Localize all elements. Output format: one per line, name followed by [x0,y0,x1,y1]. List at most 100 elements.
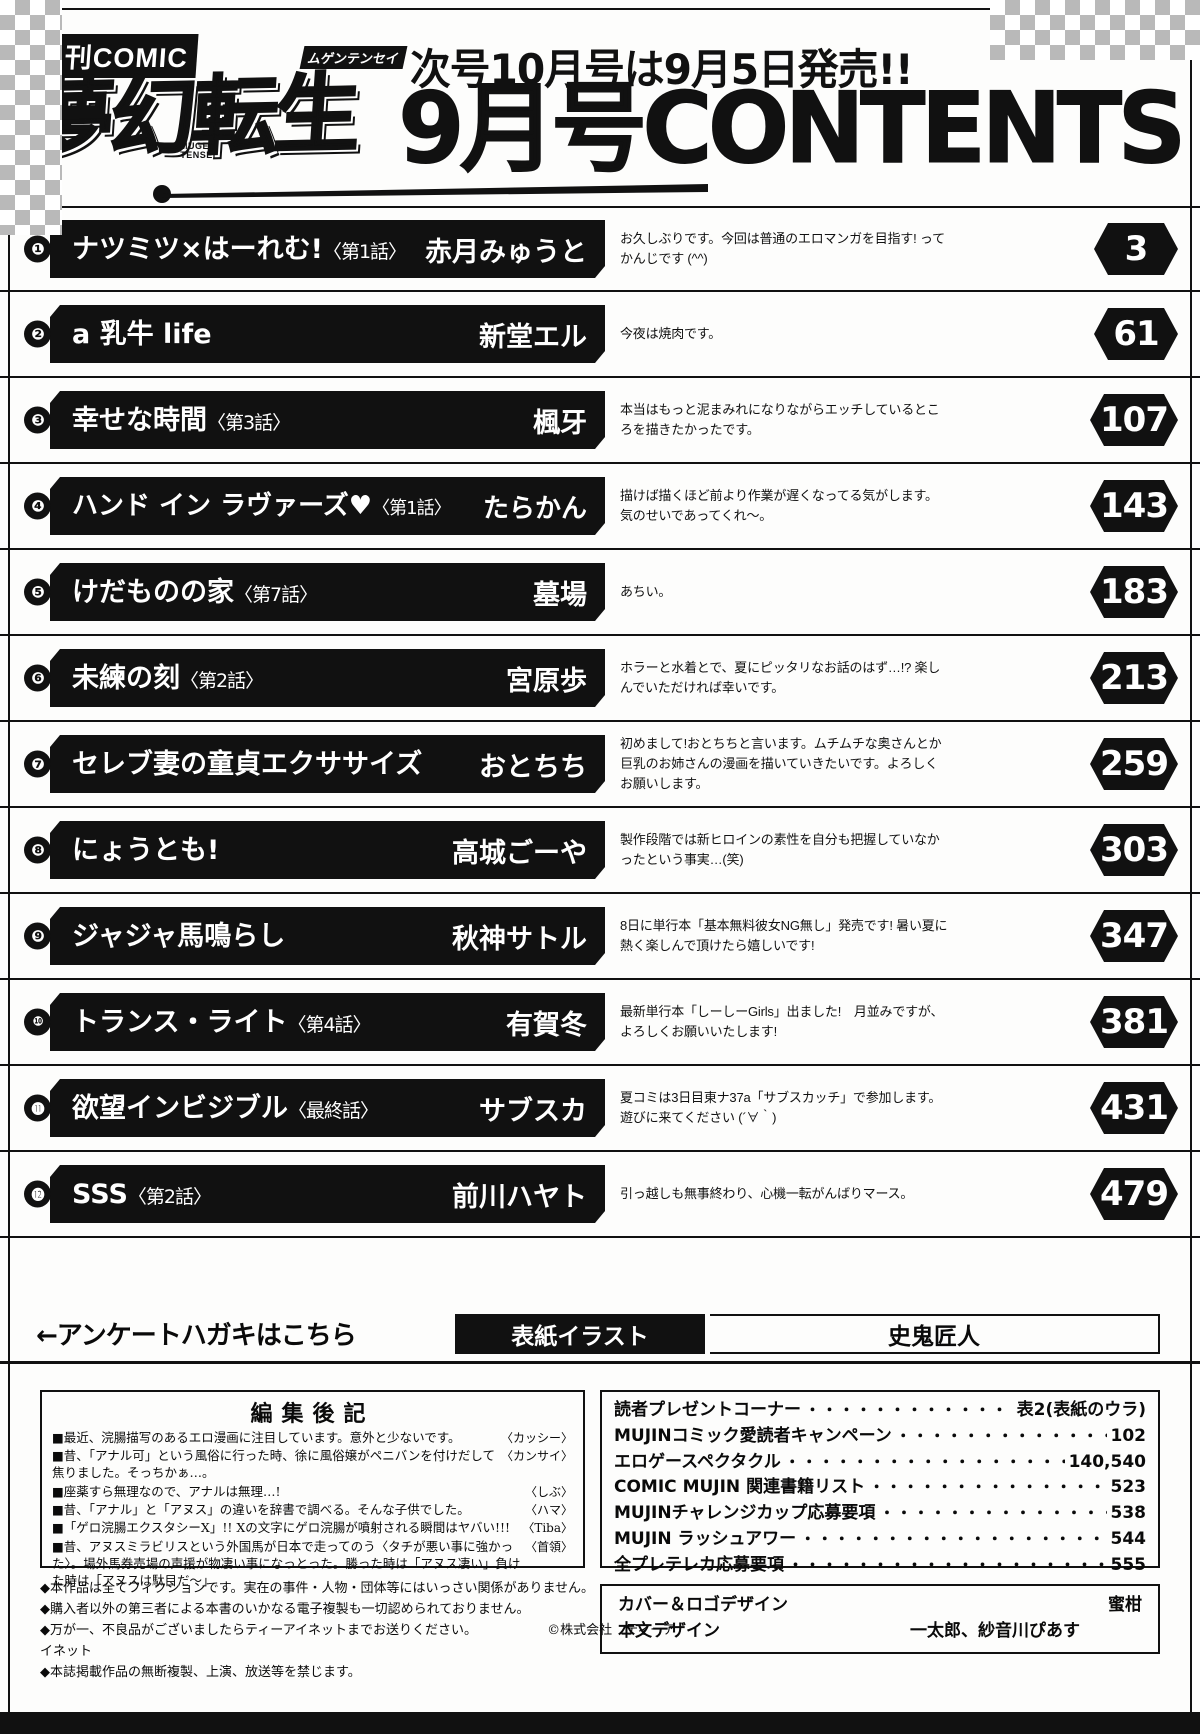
mugen-tensei-badge: ムゲンテンセイ [299,46,408,69]
row-title-bar: 欲望インビジブル〈最終話〉 サブスカ [50,1079,605,1137]
postscript-line: ■昔、「アナル可」という風俗に行った時、徐に風俗嬢がペニバンを付けだして焦りまし… [52,1448,573,1482]
presents-index-item[interactable]: COMIC MUJIN 関連書籍リスト・・・・・・・・・・・・・・・・・・・・・… [614,1475,1146,1501]
author-comment: 8日に単行本「基本無料彼女NG無し」発売です! 暑い夏に熱く楽しんで頂けたら嬉し… [620,917,948,953]
page-number-badge[interactable]: 259 [1090,738,1178,790]
copyright-text: ©株式会社 ティーアイネット [40,1623,676,1660]
editors-postscript-lines: ■最近、浣腸描写のあるエロ漫画に注目しています。意外と少ないです。 〈カッシー〉 ■… [52,1430,573,1589]
page-number-badge[interactable]: 479 [1090,1168,1178,1220]
story-title-main: ジャジャ馬鳴らし [72,920,286,952]
row-title-bar: 未練の刻〈第2話〉 宮原歩 [50,649,605,707]
story-title: にょうとも! [72,837,219,864]
presents-index-item[interactable]: エロゲースペクタクル・・・・・・・・・・・・・・・・・・・・・・・・・・・・・・… [614,1450,1146,1476]
table-row[interactable]: ❹ ハンド イン ラヴァーズ♥〈第1話〉 たらかん 描けば描くほど前より作業が遅くなっ… [0,464,1200,550]
table-row[interactable]: ❸ 幸せな時間〈第3話〉 楓牙 本当はもっと泥まみれになりながらエッチしているところを… [0,378,1200,464]
page-number-badge[interactable]: 213 [1090,652,1178,704]
design-credit-row: カバー＆ロゴデザイン 蜜柑 [618,1592,1142,1618]
postscript-line: ■昔、アヌスミラビリスという外国馬が日本で走ってのう〈タチが悪い事に強かった〉。… [52,1539,573,1590]
row-number-badge: ❷ [24,320,51,348]
design-credit-label: カバー＆ロゴデザイン [618,1595,788,1615]
table-row[interactable]: ❺ けだものの家〈第7話〉 墓場 あちい。 183 [0,550,1200,636]
postscript-text: ■最近、浣腸描写のあるエロ漫画に注目しています。意外と少ないです。 [52,1430,461,1445]
leader-dots: ・・・・・・・・・・・・・・・・・・・・・・・・・・・・・・・・・・・・・・・・ [788,1555,1107,1574]
story-title: ハンド イン ラヴァーズ♥〈第1話〉 [72,493,451,519]
row-title-bar: ナツミツ×はーれむ!〈第1話〉 赤月みゅうと [50,220,605,278]
table-row[interactable]: ❿ トランス・ライト〈第4話〉 有賀冬 最新単行本「しーしーGirls」出ました! 月… [0,980,1200,1066]
story-title: a 乳牛 life [72,321,212,348]
presents-index-item[interactable]: MUJINチャレンジカップ応募要項・・・・・・・・・・・・・・・・・・・・・・・… [614,1501,1146,1527]
presents-item-label: MUJIN ラッシュアワー [614,1529,797,1550]
swoosh-divider [153,184,708,203]
story-author: 新堂エル [479,321,587,353]
legal-note-line: ◆本誌掲載作品の無断複製、上演、放送等を禁じます。 [40,1665,361,1681]
magazine-logo-title: 夢幻転生 [24,63,361,172]
table-row[interactable]: ❷ a 乳牛 life 新堂エル 今夜は焼肉です。 61 [0,292,1200,378]
row-title-bar: にょうとも! 高城ごーや [50,821,605,879]
presents-item-page: 表2(表紙のウラ) [1016,1400,1146,1420]
postscript-line: ■最近、浣腸描写のあるエロ漫画に注目しています。意外と少ないです。 〈カッシー〉 [52,1430,573,1447]
author-comment: 夏コミは3日目東ナ37a「サブスカッチ」で参加します。遊びに来てください (´∀… [620,1089,942,1125]
postscript-author: 〈ハマ〉 [524,1503,573,1517]
editors-postscript-box: 編集後記 ■最近、浣腸描写のあるエロ漫画に注目しています。意外と少ないです。 〈カ… [40,1390,585,1588]
legal-note-line: ◆購入者以外の第三者による本書のいかなる電子複製も一切認められておりません。 [40,1602,530,1618]
page-number-badge[interactable]: 183 [1090,566,1178,618]
story-title: 欲望インビジブル〈最終話〉 [72,1095,378,1122]
author-comment: 今夜は焼肉です。 [620,325,722,341]
page-number-badge[interactable]: 347 [1090,910,1178,962]
page-number-badge[interactable]: 143 [1090,480,1178,532]
story-title: セレブ妻の童貞エクササイズ [72,751,422,778]
presents-index-lines: 読者プレゼントコーナー・・・・・・・・・・・・・・・・・・・・・・・・・・・・・… [614,1398,1146,1579]
design-credit-value: 蜜柑 [1108,1595,1142,1615]
cover-illustration-label: 表紙イラスト [455,1314,705,1354]
design-credits-box: カバー＆ロゴデザイン 蜜柑 本文デザイン 一太郎、紗音川ぴあす [600,1584,1160,1654]
presents-index-item[interactable]: MUJIN ラッシュアワー・・・・・・・・・・・・・・・・・・・・・・・・・・・… [614,1527,1146,1553]
presents-item-label: 全プレテレカ応募要項 [614,1554,784,1575]
survey-postcard-label[interactable]: ←アンケートハガキはこちら [36,1321,357,1351]
table-row[interactable]: ⓫ 欲望インビジブル〈最終話〉 サブスカ 夏コミは3日目東ナ37a「サブスカッチ」で参… [0,1066,1200,1152]
table-row[interactable]: ❼ セレブ妻の童貞エクササイズ おとちち 初めまして!おとちちと言います。ムチムチな奥… [0,722,1200,808]
presents-item-label: MUJINコミック愛読者キャンペーン [614,1425,892,1446]
table-row[interactable]: ❻ 未練の刻〈第2話〉 宮原歩 ホラーと水着とで、夏にピッタリなお話のはず…!? 楽し… [0,636,1200,722]
table-row[interactable]: ⓬ SSS〈第2話〉 前川ハヤト 引っ越しも無事終わり、心機一転がんばりマース。 479 [0,1152,1200,1238]
postscript-text: ■昔、アヌスミラビリスという外国馬が日本で走ってのう〈タチが悪い事に強かった〉。… [52,1538,521,1588]
author-comment: 最新単行本「しーしーGirls」出ました! 月並みですが、よろしくお願いいたしま… [620,1003,944,1039]
presents-index-item[interactable]: 読者プレゼントコーナー・・・・・・・・・・・・・・・・・・・・・・・・・・・・・… [614,1398,1146,1424]
legal-note-line: ◆本作品は全てフィクションです。実在の事件・人物・団体等にはいっさい関係がありま… [40,1581,595,1596]
page-number-badge[interactable]: 381 [1090,996,1178,1048]
story-title: ジャジャ馬鳴らし [72,923,285,950]
magazine-logo: 月刊COMIC 夢幻転生 MUGEN TENSEI [24,34,408,172]
presents-item-page: 523 [1110,1477,1147,1498]
table-row[interactable]: ❾ ジャジャ馬鳴らし 秋神サトル 8日に単行本「基本無料彼女NG無し」発売です! 暑い… [0,894,1200,980]
postscript-text: ■昔、「アナル」と「アヌス」の違いを辞書で調べる。そんな子供でした。 [52,1502,470,1517]
presents-index-box: 読者プレゼントコーナー・・・・・・・・・・・・・・・・・・・・・・・・・・・・・… [600,1390,1160,1575]
presents-index-item[interactable]: 全プレテレカ応募要項・・・・・・・・・・・・・・・・・・・・・・・・・・・・・・… [614,1553,1146,1579]
leader-dots: ・・・・・・・・・・・・・・・・・・・・・・・・・・・・・・・・・・・・・・・・ [879,1504,1106,1523]
page-number-badge[interactable]: 303 [1090,824,1178,876]
story-title-chapter: 〈第2話〉 [180,669,264,692]
postscript-line: ■昔、「アナル」と「アヌス」の違いを辞書で調べる。そんな子供でした。 〈ハマ〉 [52,1502,573,1519]
page-number-badge[interactable]: 107 [1090,394,1178,446]
table-row[interactable]: ❽ にょうとも! 高城ごーや 製作段階では新ヒロインの素性を自分も把握していなかったと… [0,808,1200,894]
story-title-chapter: 〈第1話〉 [322,240,407,263]
story-author: 赤月みゅうと [425,236,587,268]
page-number-badge[interactable]: 431 [1090,1082,1178,1134]
row-title-bar: けだものの家〈第7話〉 墓場 [50,563,605,621]
survey-strip: ←アンケートハガキはこちら 表紙イラスト 史鬼匠人 [0,1306,1200,1364]
design-credit-value: 一太郎、紗音川ぴあす [910,1621,1080,1642]
story-title: 幸せな時間〈第3話〉 [72,407,290,434]
story-author: たらかん [482,493,587,524]
page-number-badge[interactable]: 3 [1094,223,1178,275]
presents-item-page: 102 [1110,1425,1147,1446]
story-author: 宮原歩 [506,665,587,697]
story-author: 墓場 [533,579,587,611]
story-title-main: ナツミツ×はーれむ! [72,233,323,265]
story-title: トランス・ライト〈第4話〉 [72,1009,371,1036]
row-number-badge: ❽ [24,836,51,864]
presents-item-label: エロゲースペクタクル [614,1451,781,1472]
table-row[interactable]: ❶ ナツミツ×はーれむ!〈第1話〉 赤月みゅうと お久しぶりです。今回は普通のエロマン… [0,206,1200,292]
presents-item-page: 538 [1110,1503,1147,1524]
postscript-text: ■昔、「アナル可」という風俗に行った時、徐に風俗嬢がペニバンを付けだして焦りまし… [52,1448,496,1481]
author-comment: あちい。 [620,583,672,599]
presents-index-item[interactable]: MUJINコミック愛読者キャンペーン・・・・・・・・・・・・・・・・・・・・・・… [614,1424,1146,1450]
story-author: 高城ごーや [452,837,587,869]
page-number-badge[interactable]: 61 [1094,308,1178,360]
